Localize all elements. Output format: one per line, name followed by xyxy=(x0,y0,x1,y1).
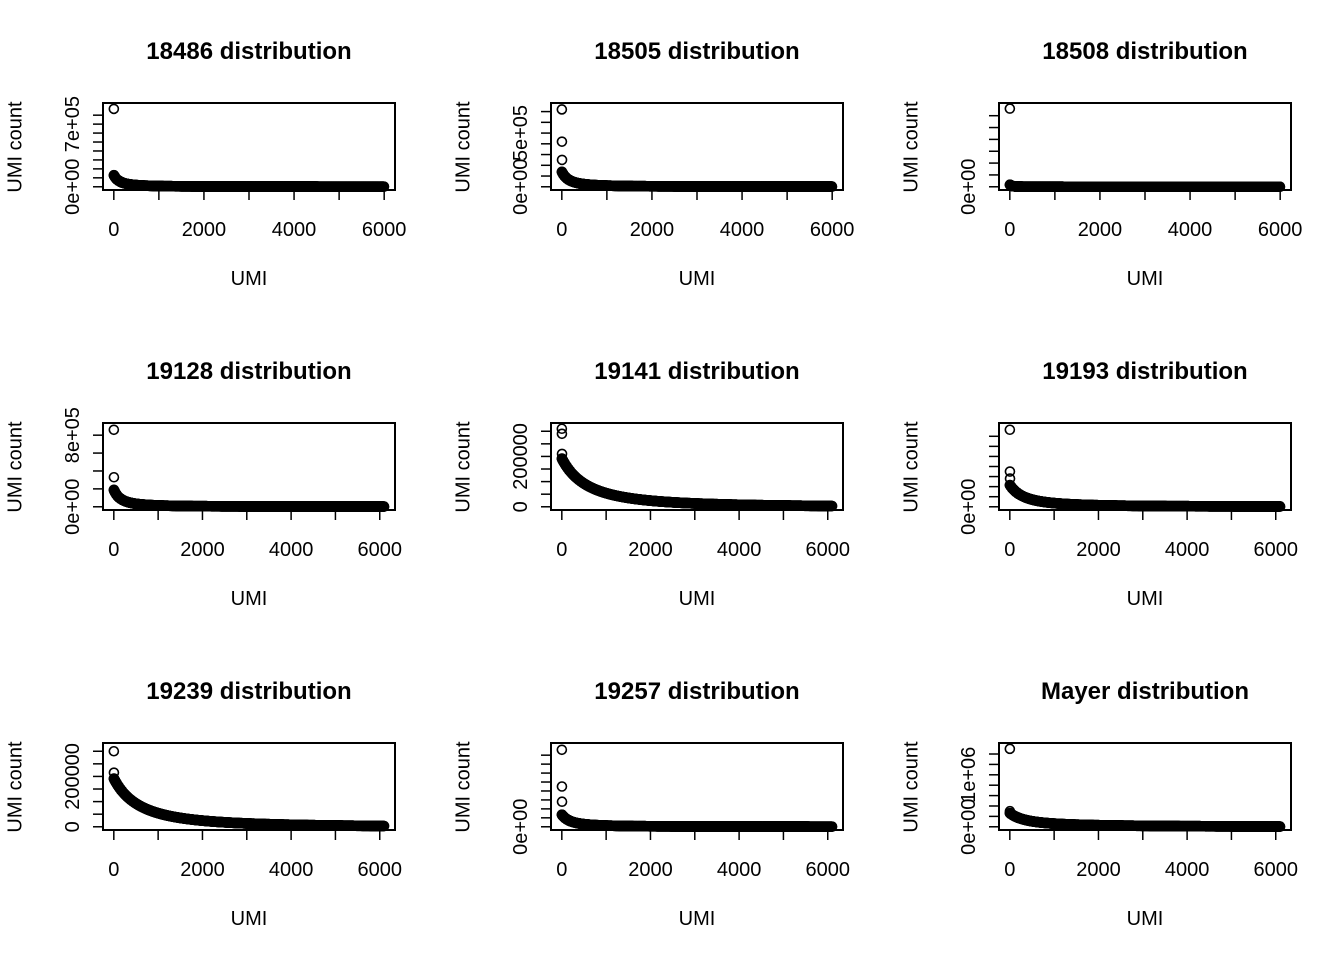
data-point-outlier xyxy=(556,136,568,147)
x-tick-label: 4000 xyxy=(720,219,765,241)
chart-svg: 0 2000 4000 6000 0e+00 xyxy=(958,102,1303,241)
x-axis-label: UMI xyxy=(678,268,716,290)
y-tick-label: 0 xyxy=(510,501,532,512)
chart-panel-3: 0 2000 4000 6000 0e+00 18508 distribution UMI U… xyxy=(896,0,1344,320)
chart-title: 18505 distribution xyxy=(594,38,800,65)
data-point-outlier xyxy=(108,424,120,436)
x-tick-label: 0 xyxy=(556,219,567,241)
x-tick-label: 0 xyxy=(1004,219,1015,241)
data-point-outlier xyxy=(108,103,120,115)
chart-svg: 0 2000 4000 6000 0e+00 8e+05 xyxy=(62,407,403,561)
x-tick-label: 2000 xyxy=(180,539,225,561)
chart-svg: 0 2000 4000 6000 0e+00 7e+05 xyxy=(62,96,407,241)
data-point-outlier xyxy=(1004,103,1016,114)
y-axis-label-text: UMI count xyxy=(4,101,27,193)
chart-panel-5: 0 2000 4000 6000 0 200000 19141 distribution UM… xyxy=(448,320,896,640)
x-tick-label: 0 xyxy=(556,539,567,561)
data-point xyxy=(378,181,390,192)
x-tick-label: 6000 xyxy=(810,219,855,241)
x-tick-label: 2000 xyxy=(1078,219,1123,241)
plot-frame xyxy=(102,102,396,191)
points-group xyxy=(108,424,390,512)
y-axis-label-text: UMI count xyxy=(4,421,27,513)
data-point-outlier xyxy=(556,154,568,166)
points-group xyxy=(556,423,838,512)
x-tick-label: 6000 xyxy=(1258,219,1303,241)
y-axis-label-text: UMI count xyxy=(452,101,475,193)
x-tick-label: 0 xyxy=(108,219,119,241)
points-group xyxy=(556,104,838,192)
x-tick-label: 2000 xyxy=(630,219,675,241)
x-tick-label: 2000 xyxy=(182,219,227,241)
x-tick-label: 4000 xyxy=(1168,219,1213,241)
x-tick-label: 4000 xyxy=(717,539,762,561)
data-point-outlier xyxy=(556,104,568,115)
y-tick-label: 0e+00 xyxy=(510,159,532,215)
x-tick-label: 0 xyxy=(108,539,119,561)
x-axis-label: UMI xyxy=(230,268,268,290)
x-tick-label: 6000 xyxy=(358,539,403,561)
y-tick-label: 0e+00 xyxy=(958,159,980,215)
x-tick-label: 2000 xyxy=(628,539,673,561)
y-tick-label: 8e+05 xyxy=(62,407,84,463)
plot-frame xyxy=(102,422,396,511)
y-tick-label: 0e+00 xyxy=(62,159,84,215)
y-axis-label-text: UMI count xyxy=(900,101,923,193)
points-group xyxy=(1004,103,1286,193)
chart-panel-1: 0 2000 4000 6000 0e+00 7e+05 18486 distributio… xyxy=(0,0,448,320)
data-point xyxy=(1274,181,1286,193)
y-tick-label: 0e+00 xyxy=(62,479,84,535)
x-tick-label: 6000 xyxy=(362,219,407,241)
y-tick-label: 200000 xyxy=(510,423,532,490)
chart-panel-2: 0 2000 4000 6000 0e+00 5e+05 18505 distributio… xyxy=(448,0,896,320)
x-tick-label: 4000 xyxy=(269,539,314,561)
y-tick-label: 7e+05 xyxy=(62,96,84,152)
x-axis-label: UMI xyxy=(1126,268,1164,290)
points-group xyxy=(108,103,390,192)
plot-frame xyxy=(998,102,1292,191)
chart-title: 19128 distribution xyxy=(146,358,352,385)
chart-title: 18486 distribution xyxy=(146,38,352,65)
x-tick-label: 4000 xyxy=(272,219,317,241)
data-point xyxy=(826,181,838,192)
x-axis-label: UMI xyxy=(230,588,268,610)
data-point-outlier xyxy=(108,471,120,483)
x-tick-label: 6000 xyxy=(806,539,851,561)
plot-frame xyxy=(550,422,844,511)
data-point xyxy=(378,501,390,512)
chart-title: 18508 distribution xyxy=(1042,38,1248,65)
y-tick-label: 5e+05 xyxy=(510,105,532,161)
chart-panel-4: 0 2000 4000 6000 0e+00 8e+05 19128 distributio… xyxy=(0,320,448,640)
chart-svg: 0 2000 4000 6000 0 200000 xyxy=(510,422,851,561)
plot-frame xyxy=(550,102,844,191)
